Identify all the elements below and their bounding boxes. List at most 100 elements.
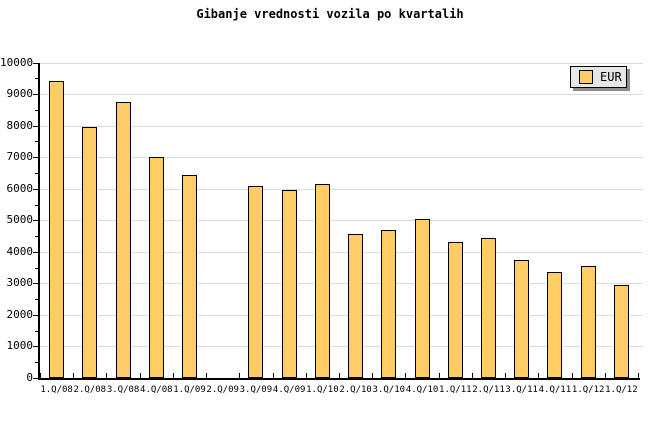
gridline-4000 <box>40 251 643 253</box>
x-tick <box>106 373 108 378</box>
x-axis-label-11: 4.Q/10 <box>405 385 439 395</box>
y-axis-line <box>38 62 40 380</box>
x-axis-label-9: 2.Q/10 <box>339 385 372 395</box>
y-major-tick-0 <box>33 378 38 379</box>
x-tick <box>438 373 440 378</box>
y-major-tick-6000 <box>33 188 38 190</box>
gridline-8000 <box>40 125 643 127</box>
x-axis-label-17: 1.Q/12 <box>605 385 638 395</box>
gridline-9000 <box>40 94 643 96</box>
x-axis-label-15: 4.Q/11 <box>538 385 572 395</box>
x-axis-label-8: 1.Q/10 <box>306 385 339 395</box>
bar-1.Q/11 <box>447 242 463 378</box>
bar-1.Q/08 <box>49 81 65 378</box>
y-axis-label-1000: 1000 <box>6 339 34 353</box>
x-axis-label-10: 3.Q/10 <box>372 385 406 395</box>
y-minor-tick <box>35 267 38 269</box>
y-major-tick-9000 <box>33 94 38 96</box>
x-axis-label-5: 2.Q/09 <box>206 385 239 395</box>
y-major-tick-4000 <box>33 251 38 253</box>
bar-2.Q/08 <box>82 127 98 378</box>
bar-4.Q/09 <box>281 190 297 378</box>
y-axis-label-8000: 8000 <box>6 118 34 132</box>
y-minor-tick <box>35 109 38 111</box>
x-tick <box>538 373 540 378</box>
x-axis-label-1: 2.Q/08 <box>73 385 107 395</box>
x-tick <box>139 373 141 378</box>
y-axis-label-7000: 7000 <box>6 150 34 164</box>
y-minor-tick <box>35 362 38 364</box>
x-tick <box>505 373 507 378</box>
y-major-tick-2000 <box>33 314 38 316</box>
gridline-10000 <box>40 62 643 64</box>
x-tick <box>571 373 573 378</box>
bar-3.Q/10 <box>381 229 397 378</box>
gridline-3000 <box>40 283 643 285</box>
y-axis-label-4000: 4000 <box>6 244 34 258</box>
x-tick <box>471 373 473 378</box>
x-axis-label-2: 3.Q/08 <box>106 385 140 395</box>
x-axis-label-12: 1.Q/11 <box>439 385 472 395</box>
x-axis-label-6: 3.Q/09 <box>239 385 273 395</box>
y-major-tick-8000 <box>33 125 38 127</box>
bar-1.Q/10 <box>314 184 330 378</box>
bar-2.Q/10 <box>348 234 364 378</box>
y-minor-tick <box>35 141 38 143</box>
y-major-tick-10000 <box>33 62 38 64</box>
y-major-tick-3000 <box>33 283 38 285</box>
bar-2.Q/11 <box>481 237 496 378</box>
y-minor-tick <box>35 204 38 206</box>
y-major-tick-5000 <box>33 220 38 222</box>
y-minor-tick <box>35 172 38 174</box>
gridline-2000 <box>40 314 643 316</box>
x-tick <box>239 373 241 378</box>
y-axis-label-9000: 9000 <box>6 87 34 101</box>
gridline-7000 <box>40 157 643 159</box>
y-axis-label-5000: 5000 <box>6 213 34 227</box>
bar-1.Q/12 <box>580 266 596 378</box>
y-minor-tick <box>35 236 38 237</box>
bar-4.Q/10 <box>414 218 430 378</box>
gridline-6000 <box>40 188 643 190</box>
x-tick <box>73 373 75 378</box>
x-axis-label-13: 2.Q/11 <box>472 385 505 395</box>
x-axis-label-0: 1.Q/08 <box>40 385 73 395</box>
x-axis-line <box>38 378 640 380</box>
bar-1.Q/12 <box>613 284 629 378</box>
legend-box: EUR <box>570 66 627 88</box>
x-tick <box>339 373 340 378</box>
x-tick <box>372 373 374 378</box>
y-axis-label-6000: 6000 <box>6 181 34 195</box>
x-tick <box>638 373 639 378</box>
x-tick <box>604 373 606 378</box>
x-axis-label-4: 1.Q/09 <box>173 385 206 395</box>
x-axis-label-7: 4.Q/09 <box>272 385 306 395</box>
x-tick <box>305 373 307 378</box>
bar-4.Q/11 <box>547 272 563 378</box>
y-axis-label-3000: 3000 <box>6 276 34 290</box>
x-axis-label-3: 4.Q/08 <box>140 385 173 395</box>
bar-4.Q/08 <box>148 157 164 378</box>
bar-3.Q/09 <box>248 185 264 378</box>
bar-3.Q/11 <box>514 259 530 378</box>
x-axis-label-14: 3.Q/11 <box>505 385 538 395</box>
bar-3.Q/08 <box>115 101 131 378</box>
y-major-tick-1000 <box>33 346 38 348</box>
y-axis-label-0: 0 <box>26 371 33 384</box>
bar-1.Q/09 <box>182 174 197 378</box>
x-axis-label-16: 1.Q/12 <box>571 385 605 395</box>
y-major-tick-7000 <box>33 157 38 159</box>
gridline-1000 <box>40 346 643 348</box>
x-tick <box>405 373 407 378</box>
legend-label: EUR <box>600 70 622 84</box>
y-axis-label-10000: 10000 <box>0 55 34 69</box>
y-axis-label-2000: 2000 <box>6 307 34 321</box>
x-tick <box>206 373 208 378</box>
y-minor-tick <box>35 78 38 80</box>
x-tick <box>272 373 274 378</box>
y-minor-tick <box>35 299 38 301</box>
gridline-5000 <box>40 220 643 222</box>
y-minor-tick <box>35 330 38 332</box>
x-tick <box>172 373 174 378</box>
